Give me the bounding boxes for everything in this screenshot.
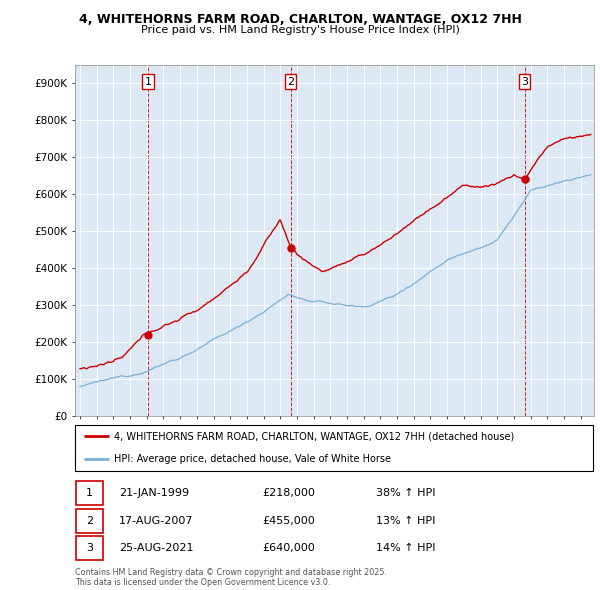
Text: 25-AUG-2021: 25-AUG-2021 — [119, 543, 194, 553]
Text: Contains HM Land Registry data © Crown copyright and database right 2025.
This d: Contains HM Land Registry data © Crown c… — [75, 568, 387, 587]
Text: 2: 2 — [86, 516, 93, 526]
Text: 1: 1 — [145, 77, 151, 87]
Text: 3: 3 — [521, 77, 528, 87]
Text: 38% ↑ HPI: 38% ↑ HPI — [376, 489, 436, 499]
Text: 13% ↑ HPI: 13% ↑ HPI — [376, 516, 436, 526]
Text: 21-JAN-1999: 21-JAN-1999 — [119, 489, 189, 499]
Text: 2: 2 — [287, 77, 294, 87]
Text: Price paid vs. HM Land Registry's House Price Index (HPI): Price paid vs. HM Land Registry's House … — [140, 25, 460, 35]
FancyBboxPatch shape — [76, 536, 103, 560]
Text: £640,000: £640,000 — [262, 543, 314, 553]
Text: 14% ↑ HPI: 14% ↑ HPI — [376, 543, 436, 553]
Text: 3: 3 — [86, 543, 93, 553]
Text: £455,000: £455,000 — [262, 516, 314, 526]
Text: 4, WHITEHORNS FARM ROAD, CHARLTON, WANTAGE, OX12 7HH: 4, WHITEHORNS FARM ROAD, CHARLTON, WANTA… — [79, 13, 521, 26]
FancyBboxPatch shape — [75, 425, 593, 471]
Text: 4, WHITEHORNS FARM ROAD, CHARLTON, WANTAGE, OX12 7HH (detached house): 4, WHITEHORNS FARM ROAD, CHARLTON, WANTA… — [114, 431, 514, 441]
Text: 17-AUG-2007: 17-AUG-2007 — [119, 516, 194, 526]
FancyBboxPatch shape — [76, 481, 103, 505]
Text: HPI: Average price, detached house, Vale of White Horse: HPI: Average price, detached house, Vale… — [114, 454, 391, 464]
FancyBboxPatch shape — [76, 509, 103, 533]
Text: 1: 1 — [86, 489, 93, 499]
Text: £218,000: £218,000 — [262, 489, 315, 499]
